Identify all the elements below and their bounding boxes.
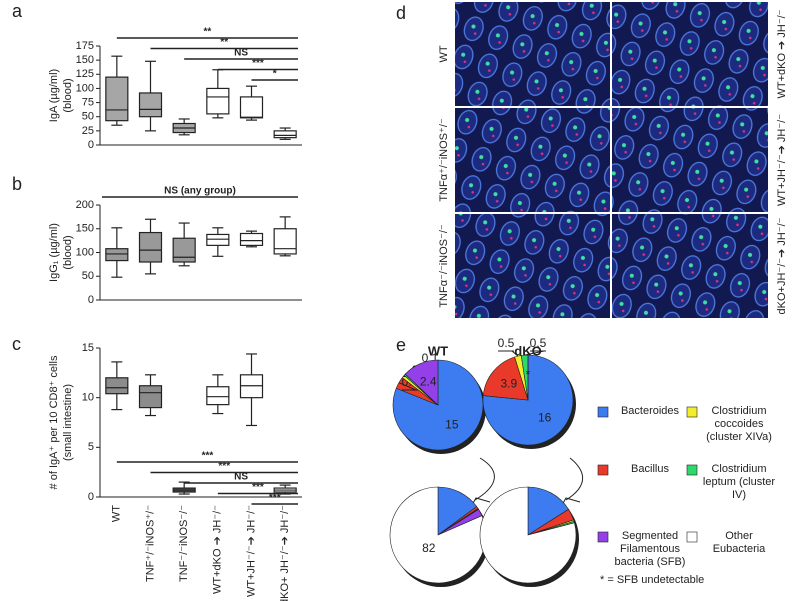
pie-slice — [482, 356, 529, 401]
box — [273, 130, 297, 139]
legend-swatch — [686, 406, 698, 418]
y-tick-label: 175 — [76, 40, 94, 52]
micrograph — [455, 2, 768, 318]
legend-swatch — [597, 406, 609, 418]
significance-label: *** — [269, 493, 281, 504]
leader-line — [524, 350, 545, 356]
y-axis-label: # of IgA⁺ per 10 CD8⁺ cells — [48, 355, 60, 489]
pie-slice — [482, 354, 574, 446]
significance-label: ** — [204, 27, 212, 38]
row-label: WT — [438, 45, 450, 62]
legend-swatch — [597, 464, 609, 476]
box — [239, 232, 264, 246]
pie-title: WT — [428, 343, 448, 358]
y-tick-label: 0 — [88, 139, 94, 151]
legend-swatch — [686, 531, 698, 543]
y-tick-label: 10 — [82, 392, 94, 404]
legend-label: Bacteroides — [620, 405, 680, 417]
panel-label: a — [12, 1, 23, 21]
y-tick-label: 50 — [82, 270, 94, 282]
footnote: * = SFB undetectable — [600, 574, 704, 586]
value-label: 2.4 — [420, 374, 437, 388]
value-label: * — [526, 367, 531, 381]
box — [138, 231, 163, 263]
box — [105, 248, 129, 262]
y-axis-label: IgG₁ (µg/ml) — [48, 223, 60, 282]
significance-label: ** — [220, 37, 228, 48]
y-tick-label: 200 — [76, 199, 94, 211]
box — [206, 386, 230, 406]
row-label: WT+dKO ➔ JH⁻/⁻ — [776, 9, 788, 98]
box — [105, 377, 129, 395]
legend-label: Bacillus — [631, 463, 669, 475]
y-tick-label: 50 — [82, 111, 94, 123]
leader-line — [398, 382, 417, 391]
significance-label: *** — [218, 461, 230, 472]
y-tick-label: 75 — [82, 96, 94, 108]
box — [105, 76, 129, 122]
legend-label: Clostridium leptum (cluster IV) — [702, 463, 776, 501]
significance-label: *** — [202, 451, 214, 462]
x-tick-label: TNF⁺/⁻iNOS⁺/⁻ — [144, 505, 156, 582]
y-tick-label: 25 — [82, 125, 94, 137]
x-tick-label: dKO+ JH⁻/⁻➔ JH⁻/⁻ — [279, 505, 291, 601]
significance-label: *** — [252, 482, 264, 493]
legend-swatch — [686, 464, 698, 476]
legend-label: Segmented Filamentous bacteria (SFB) — [614, 530, 686, 568]
box — [172, 237, 196, 263]
row-label: TNFα⁻/⁻iNOS⁻/⁻ — [438, 224, 450, 308]
y-tick-label: 100 — [76, 82, 94, 94]
y-tick-label: 15 — [82, 342, 94, 354]
x-tick-label: WT — [111, 505, 123, 522]
significance-label: * — [273, 69, 277, 80]
pie-slice — [479, 486, 577, 584]
significance-label: NS — [234, 48, 248, 59]
box — [138, 385, 163, 409]
y-axis-label: IgA (µg/ml) — [48, 69, 60, 122]
legend-label: Clostridium coccoides (cluster XIVa) — [706, 405, 772, 443]
significance-label: NS (any group) — [164, 186, 236, 197]
box — [206, 87, 230, 115]
y-axis-label: (small intestine) — [62, 384, 74, 461]
panel-label: b — [12, 174, 22, 194]
y-tick-label: 0 — [88, 491, 94, 503]
pie-title: dKO — [514, 343, 541, 358]
value-label: 3.9 — [500, 377, 517, 391]
row-label: WT+JH⁻/⁻➔ JH⁻/⁻ — [776, 114, 788, 206]
value-label: 82 — [422, 541, 436, 555]
y-tick-label: 150 — [76, 54, 94, 66]
value-label: 0.5 — [530, 336, 547, 350]
panel-label: e — [396, 335, 406, 355]
row-label: TNFα⁺/⁻iNOS⁺/⁻ — [438, 118, 450, 202]
pie-slice — [404, 359, 439, 406]
box — [273, 228, 297, 255]
panel-label: c — [12, 334, 21, 354]
pie-slice — [527, 486, 569, 536]
y-axis-label: (blood) — [62, 78, 74, 112]
panel-label: d — [396, 3, 406, 23]
leader-line — [511, 350, 519, 357]
y-tick-label: 0 — [88, 294, 94, 306]
y-tick-label: 5 — [88, 441, 94, 453]
y-axis-label: (blood) — [62, 235, 74, 269]
significance-label: NS — [234, 472, 248, 483]
y-tick-label: 100 — [76, 246, 94, 258]
x-tick-label: WT+JH⁻/⁻➔ JH⁻/⁻ — [245, 505, 257, 597]
box — [239, 96, 264, 119]
value-label: 15 — [445, 418, 459, 432]
legend-swatch — [597, 531, 609, 543]
significance-label: *** — [252, 58, 264, 69]
value-label: 0.5 — [498, 336, 515, 350]
legend-label: Other Eubacteria — [712, 530, 766, 555]
box — [206, 233, 230, 246]
row-label: dKO+JH⁻/⁻➔ JH⁻/⁻ — [776, 217, 788, 314]
box — [138, 92, 163, 118]
y-tick-label: 125 — [76, 68, 94, 80]
y-tick-label: 150 — [76, 223, 94, 235]
x-tick-label: TNF⁻/⁻iNOS⁻/⁻ — [178, 505, 190, 582]
value-label: 16 — [538, 411, 552, 425]
x-tick-label: WT+dKO ➔ JH⁻/⁻ — [212, 505, 224, 594]
